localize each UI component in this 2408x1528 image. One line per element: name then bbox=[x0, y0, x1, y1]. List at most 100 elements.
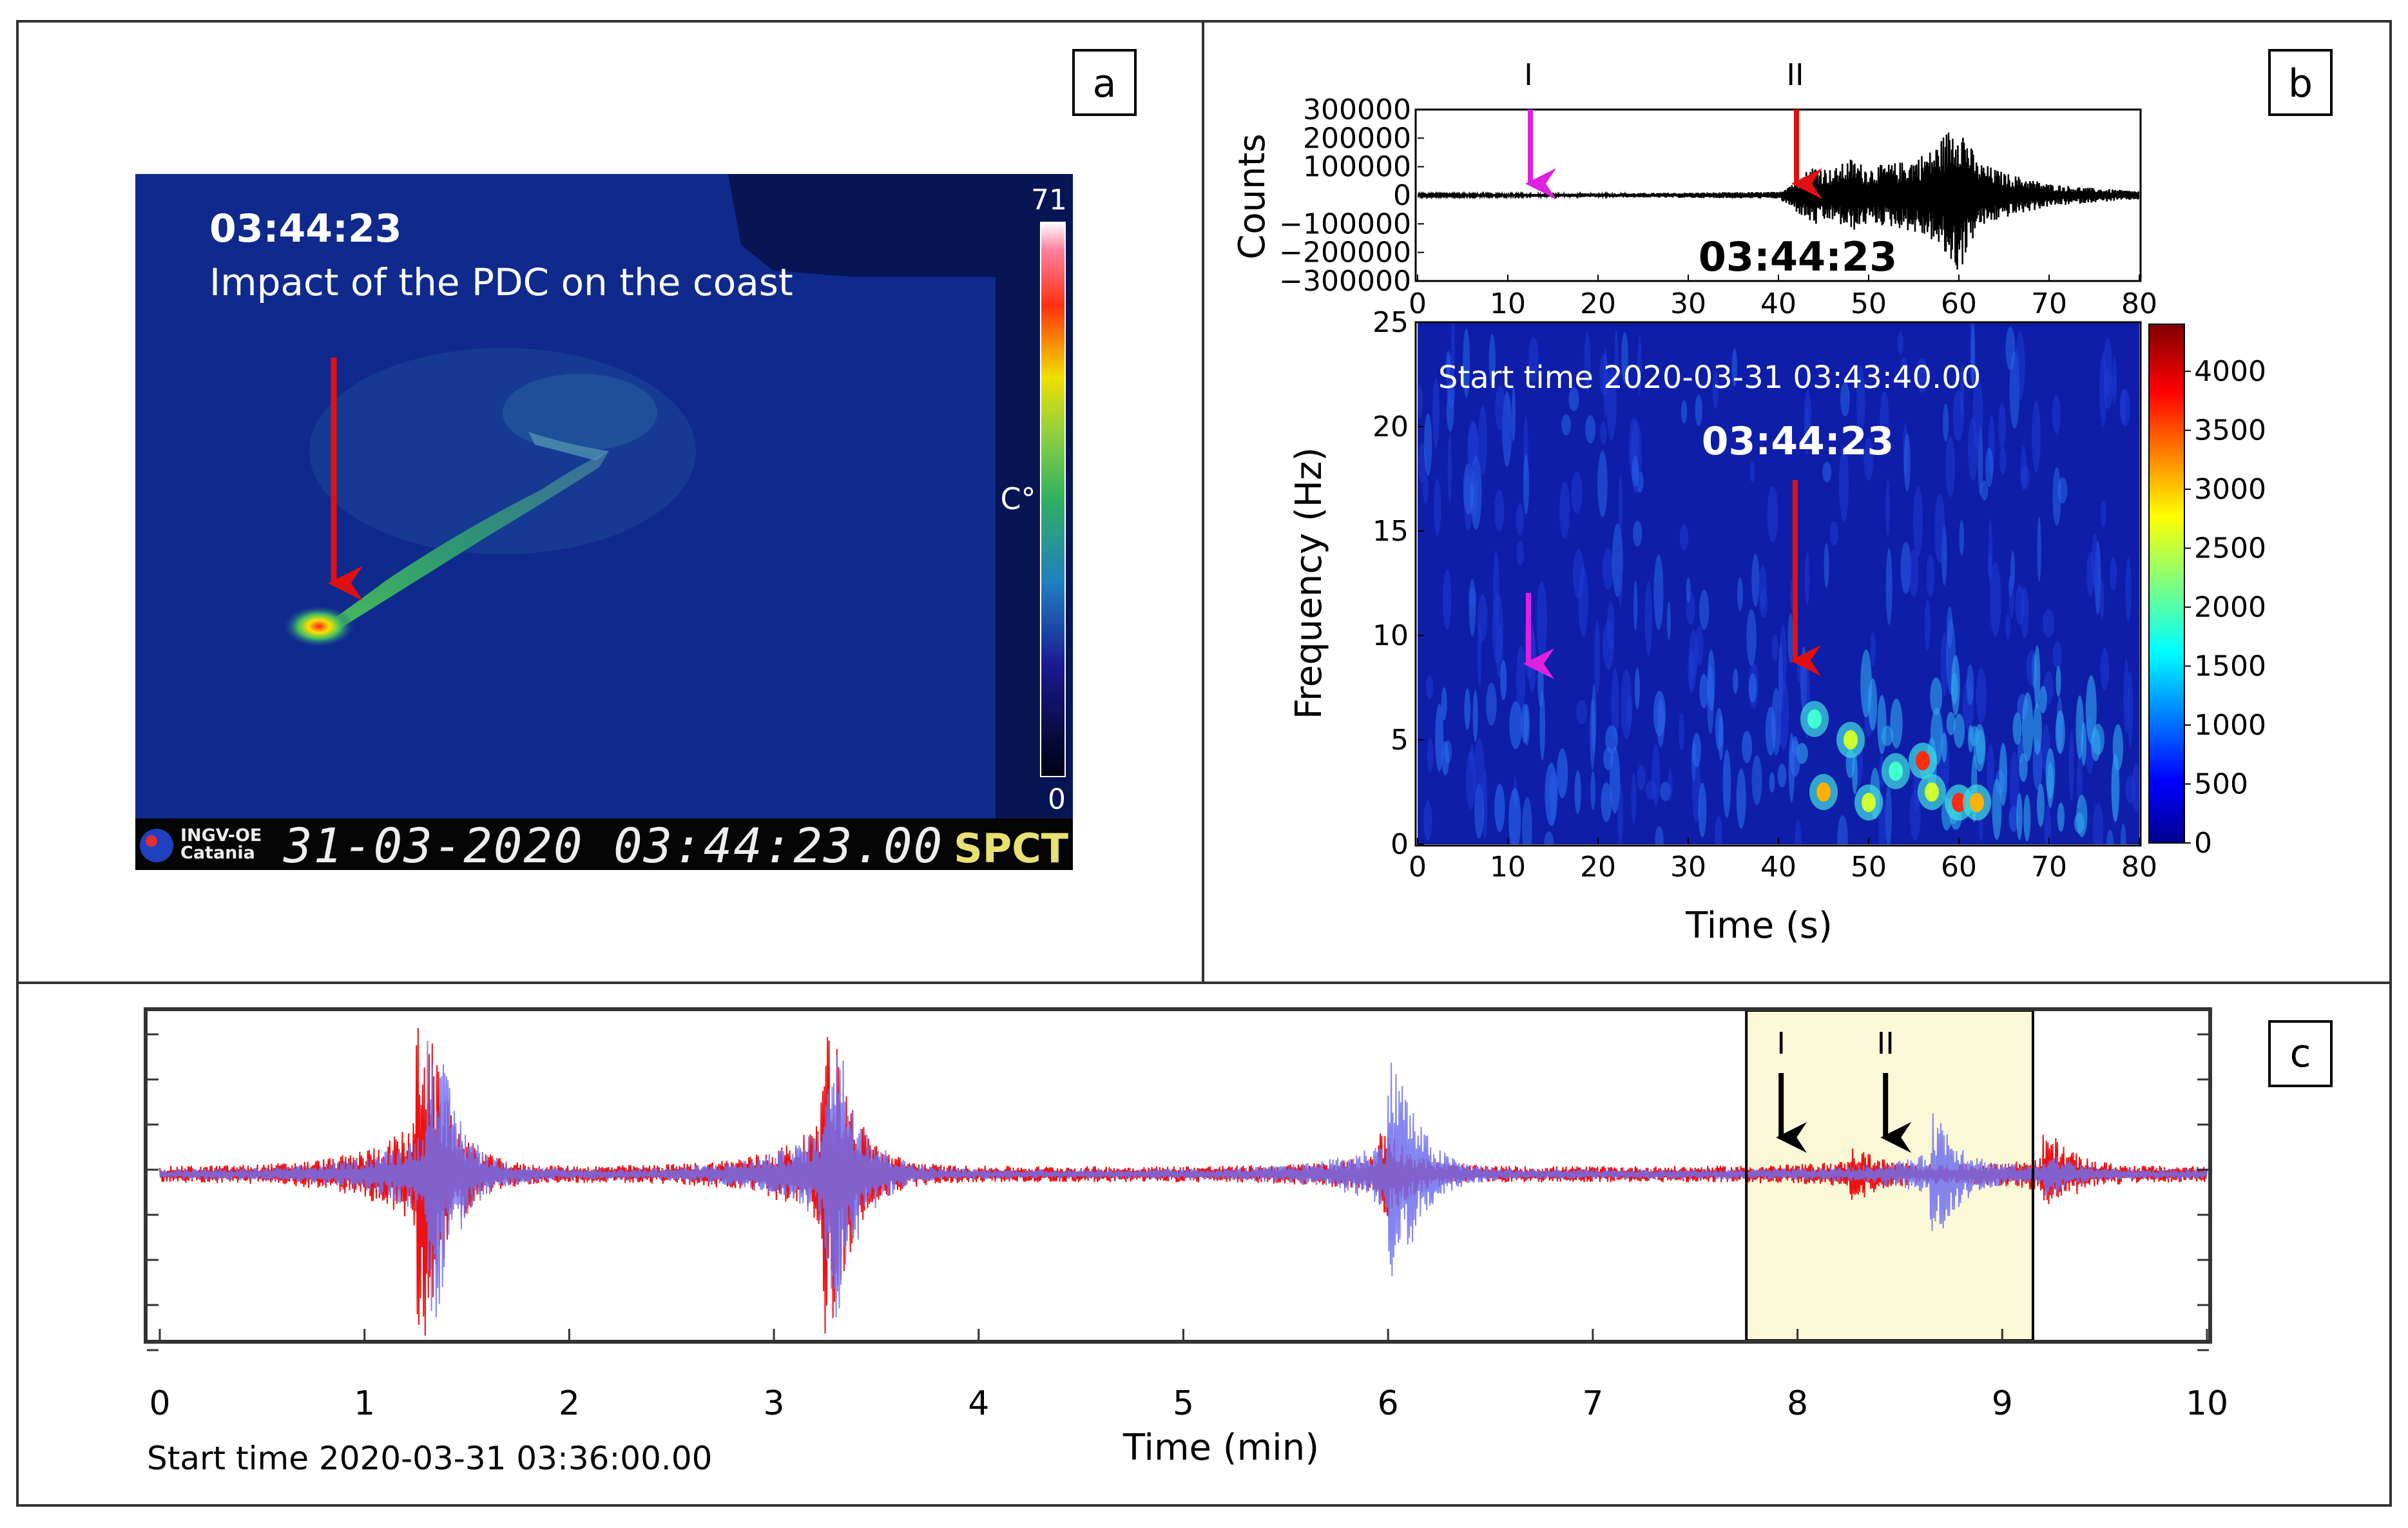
spectrogram-streak bbox=[1885, 478, 1891, 536]
pdc-plume bbox=[309, 451, 609, 635]
spectrogram-streak bbox=[2015, 585, 2025, 625]
spectrogram-streak bbox=[1999, 742, 2008, 806]
spectrogram-streak bbox=[2055, 710, 2065, 754]
spectrogram-streak bbox=[1885, 784, 1892, 844]
spectrogram-streak bbox=[1769, 772, 1775, 793]
spectrogram-streak bbox=[2032, 739, 2043, 790]
spectrogram-streak bbox=[1692, 733, 1701, 768]
spectrogram-streak bbox=[1699, 673, 1709, 709]
spectrogram-streak bbox=[1903, 432, 1911, 492]
spectrogram-streak bbox=[1890, 698, 1903, 749]
panel-b-letter: b bbox=[2288, 61, 2313, 106]
spectrogram-streak bbox=[1829, 521, 1839, 546]
spectrogram-streak bbox=[2068, 730, 2074, 802]
spectrogram-streak bbox=[1496, 623, 1503, 679]
spectrogram-streak bbox=[1824, 543, 1829, 588]
spectrogram-ticks: 0 10 20 30 40 50 60 70 80 0 5 10 15 20 25 bbox=[1373, 306, 2157, 884]
spectrogram-streak bbox=[2100, 500, 2106, 527]
ingv-logo-line1: INGV-OE bbox=[180, 826, 262, 846]
colorbar-tick-label: 3000 bbox=[2194, 473, 2266, 506]
spectrogram-streak bbox=[1494, 784, 1505, 833]
spectrogram-streak bbox=[1600, 421, 1607, 445]
spectrogram-streak bbox=[1605, 725, 1618, 754]
spectrogram-hotspot bbox=[1916, 751, 1930, 771]
spectrogram-streak bbox=[1443, 569, 1452, 630]
spectrogram-streak bbox=[1634, 667, 1640, 710]
waveform-xtick-label: 10 bbox=[1490, 287, 1526, 320]
spectrogram-streak bbox=[1686, 577, 1691, 603]
spectrogram-streak bbox=[1466, 750, 1476, 810]
spectrogram-streak bbox=[1980, 480, 1989, 501]
spectrogram-streak bbox=[1516, 645, 1526, 714]
spectrogram-streak bbox=[1556, 748, 1568, 798]
spectrogram-ylabel: Frequency (Hz) bbox=[1288, 447, 1330, 719]
spectrogram-streak bbox=[2021, 692, 2034, 762]
spectrogram-streak bbox=[1653, 554, 1664, 630]
spectrogram-streak bbox=[1528, 336, 1539, 383]
spectrogram-streak bbox=[1434, 478, 1441, 536]
thermal-haze bbox=[309, 348, 696, 554]
spectrogram-streak bbox=[1731, 348, 1738, 387]
spectrogram-streak bbox=[1618, 475, 1623, 541]
spectrogram-streak bbox=[2039, 686, 2047, 713]
spectrogram-streak bbox=[2120, 824, 2126, 844]
spectrogram-streak bbox=[2052, 467, 2061, 527]
spectrogram-streak bbox=[1561, 414, 1571, 436]
spectrogram-streak bbox=[1432, 377, 1440, 448]
spectrogram-streak bbox=[1945, 436, 1956, 498]
spectrogram-streak bbox=[2104, 369, 2113, 409]
spectrogram-xtick-label: 60 bbox=[1941, 851, 1977, 884]
spectrogram-streak bbox=[1973, 724, 1986, 772]
spectrogram-streak bbox=[2056, 665, 2061, 697]
spectrogram-streak bbox=[1472, 690, 1478, 742]
spectrogram-colorbar-ticks: 0 500 1000 1500 2000 2500 3000 3500 4000 bbox=[2184, 355, 2266, 860]
spectrogram-streak bbox=[1423, 475, 1429, 504]
spectrogram-streak bbox=[1584, 332, 1591, 392]
seismogram-xtick-label: 9 bbox=[1992, 1384, 2013, 1423]
spectrogram-streak bbox=[1633, 521, 1642, 547]
spectrogram-streak bbox=[2106, 829, 2114, 844]
spectrogram-streak bbox=[1733, 668, 1739, 694]
spectrogram-streak bbox=[1681, 400, 1688, 424]
spectrogram-streak bbox=[1473, 739, 1485, 815]
spectrogram-streak bbox=[1837, 815, 1848, 844]
spectrogram-streak bbox=[1521, 703, 1528, 744]
panel-c-letter: c bbox=[2290, 1031, 2311, 1076]
seismogram-xtick-label: 0 bbox=[149, 1384, 170, 1423]
waveform-ytick-label: −200000 bbox=[1279, 237, 1411, 269]
spectrogram-streak bbox=[1779, 625, 1787, 693]
waveform-xtick-label: 60 bbox=[1941, 287, 1977, 320]
spectrogram-streak bbox=[1632, 455, 1639, 487]
panel-a-time: 03:44:23 bbox=[209, 206, 401, 251]
spectrogram-streak bbox=[1742, 730, 1753, 764]
spectrogram-streak bbox=[1959, 520, 1965, 556]
spectrogram-streak bbox=[1606, 601, 1615, 650]
spectrogram-streak bbox=[1989, 562, 2001, 637]
spectrogram-streak bbox=[2052, 394, 2061, 434]
spectrogram-streak bbox=[1778, 679, 1789, 751]
spectrogram-streak bbox=[2086, 552, 2095, 597]
waveform-ytick-label: −100000 bbox=[1279, 208, 1411, 240]
spectrogram-background bbox=[1418, 322, 2139, 844]
spectrogram-streak bbox=[1559, 481, 1570, 539]
spectrogram-streak bbox=[1695, 394, 1702, 427]
spectrogram-streak bbox=[1571, 472, 1583, 514]
spectrogram-streak bbox=[1912, 486, 1923, 557]
spectrogram-streak bbox=[1899, 356, 1909, 387]
spectrogram-ytick-label: 15 bbox=[1373, 515, 1409, 548]
waveform-ytick-label: 200000 bbox=[1303, 122, 1411, 155]
spectrogram-xtick-label: 80 bbox=[2121, 851, 2157, 884]
spectrogram-streak bbox=[2057, 802, 2065, 832]
spectrogram-streak bbox=[1953, 713, 1965, 748]
spectrogram-streak bbox=[1597, 450, 1608, 517]
waveform-xtick-label: 70 bbox=[2031, 287, 2067, 320]
spectrogram-streak bbox=[1852, 753, 1858, 795]
spectrogram-streak bbox=[1900, 541, 1912, 594]
spectrogram-streak bbox=[2125, 557, 2132, 622]
spectrogram-streak bbox=[1592, 683, 1597, 754]
panel-a: a 71 0 C° 03:44:23 Impact of the PDC on … bbox=[135, 49, 1137, 874]
spectrogram-streak bbox=[1426, 675, 1434, 700]
spectrogram-streak bbox=[1838, 445, 1849, 522]
thermal-dark-region bbox=[728, 174, 1073, 818]
spectrogram-streak bbox=[1695, 625, 1704, 666]
